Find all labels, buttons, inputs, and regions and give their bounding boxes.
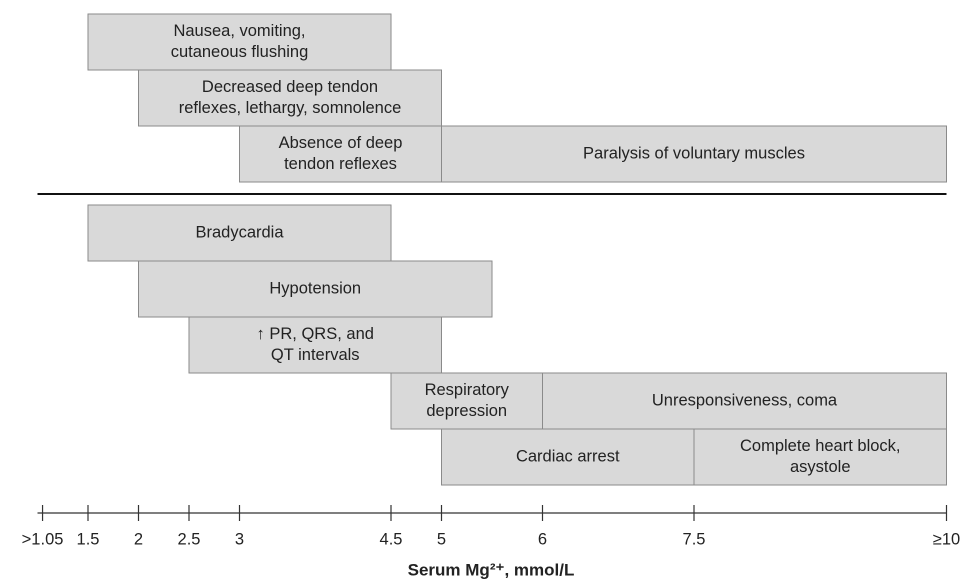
x-tick-label: 6 (538, 530, 547, 548)
range-bar (441, 125, 947, 183)
range-bar (87, 204, 392, 262)
x-tick-label: >1.05 (22, 530, 64, 548)
x-tick-label: ≥10 (933, 530, 960, 548)
range-bar (87, 13, 392, 71)
range-bar (188, 316, 442, 374)
x-tick-label: 7.5 (683, 530, 706, 548)
bar-label: Nausea, vomiting, (173, 22, 305, 40)
bar-label: ↑ PR, QRS, and (257, 325, 374, 343)
bar-label: Paralysis of voluntary muscles (583, 144, 805, 162)
bar-label: QT intervals (271, 346, 360, 364)
bar-label: Complete heart block, (740, 437, 901, 455)
bar-label: reflexes, lethargy, somnolence (179, 99, 402, 117)
bar-label: Bradycardia (195, 223, 284, 241)
x-tick-label: 3 (235, 530, 244, 548)
bar-label: Decreased deep tendon (202, 78, 378, 96)
range-bar (441, 428, 695, 486)
bar-label: Absence of deep (279, 134, 403, 152)
bar-label: asystole (790, 458, 851, 476)
x-tick-label: 4.5 (380, 530, 403, 548)
x-axis-title: Serum Mg²⁺, mmol/L (408, 560, 575, 579)
bar-label: depression (426, 402, 507, 420)
x-tick-label: 2.5 (178, 530, 201, 548)
x-tick-label: 2 (134, 530, 143, 548)
bar-label: Unresponsiveness, coma (652, 391, 838, 409)
bar-label: tendon reflexes (284, 155, 397, 173)
bar-label: cutaneous flushing (171, 43, 309, 61)
bar-label: Hypotension (269, 279, 361, 297)
x-tick-label: 5 (437, 530, 446, 548)
bar-label: Respiratory (425, 381, 510, 399)
range-bar (138, 260, 493, 318)
range-bar (239, 125, 442, 183)
range-bar (693, 428, 947, 486)
x-tick-label: 1.5 (77, 530, 100, 548)
range-bar (542, 372, 947, 430)
range-bar (390, 372, 543, 430)
bar-label: Cardiac arrest (516, 447, 620, 465)
range-bar (138, 69, 442, 127)
